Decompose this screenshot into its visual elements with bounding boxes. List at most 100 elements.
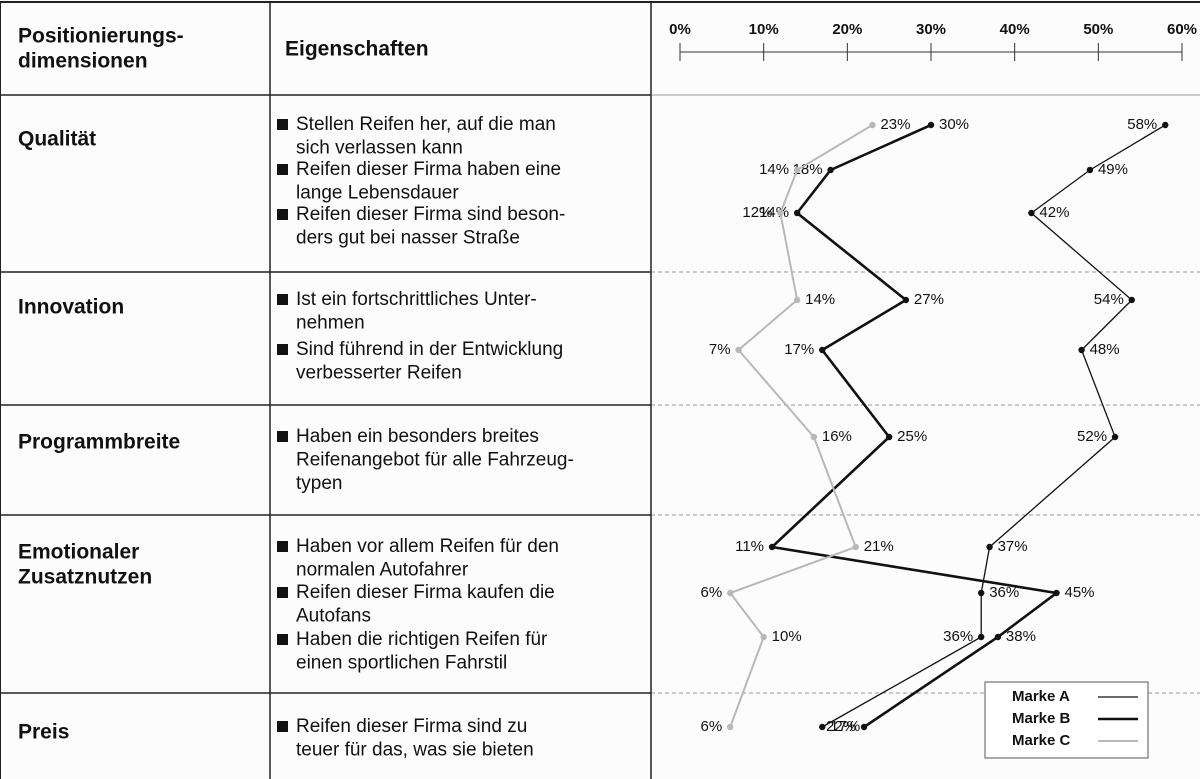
value-label: 22%: [826, 718, 856, 735]
point: [1128, 296, 1136, 304]
series-line: [728, 124, 873, 728]
item-text: einen sportlichen Fahrstil: [296, 653, 507, 674]
point: [793, 166, 801, 174]
point: [994, 633, 1002, 641]
dimension-name: Zusatznutzen: [18, 566, 152, 589]
point: [885, 433, 893, 441]
value-label: 16%: [822, 428, 852, 445]
point: [727, 723, 734, 731]
item-text: Sind führend in der Entwicklung: [296, 339, 563, 360]
legend-label: Marke B: [1012, 710, 1071, 727]
x-tick-label: 60%: [1167, 21, 1197, 38]
value-label: 45%: [1065, 584, 1095, 601]
point: [927, 121, 935, 129]
value-label: 17%: [784, 341, 814, 358]
bullet: [277, 431, 288, 442]
item-text: Haben die richtigen Reifen für: [296, 629, 548, 650]
value-label: 52%: [1077, 428, 1107, 445]
point: [819, 346, 826, 354]
series-line: [769, 123, 1060, 729]
point: [1053, 589, 1060, 597]
bullet: [277, 721, 288, 732]
point: [1078, 346, 1085, 354]
point: [986, 543, 993, 551]
value-label: 54%: [1094, 291, 1124, 308]
value-label: 42%: [1039, 204, 1069, 221]
x-tick-label: 40%: [1000, 21, 1030, 38]
bullet: [277, 634, 288, 645]
point: [727, 589, 734, 597]
value-label: 6%: [701, 584, 723, 601]
item-text: Autofans: [296, 606, 371, 627]
x-tick-label: 50%: [1083, 21, 1113, 38]
item-text: verbesserter Reifen: [296, 363, 462, 384]
value-label: 38%: [1006, 628, 1036, 645]
item-text: typen: [296, 473, 342, 494]
point: [852, 543, 859, 551]
header: dimensionen: [18, 50, 148, 73]
dimension-name: Programmbreite: [18, 431, 180, 454]
x-tick-label: 0%: [669, 21, 691, 38]
item-text: teuer für das, was sie bieten: [296, 740, 534, 761]
point: [1086, 166, 1094, 174]
x-tick-label: 30%: [916, 21, 946, 38]
point: [978, 589, 985, 597]
point: [869, 121, 876, 129]
value-label: 36%: [943, 628, 973, 645]
item-text: ders gut bei nasser Straße: [296, 228, 520, 249]
point: [860, 723, 868, 731]
header: Eigenschaften: [285, 38, 429, 61]
value-label: 30%: [939, 116, 969, 133]
bullet: [277, 164, 288, 175]
bullet: [277, 294, 288, 305]
point: [1111, 433, 1119, 441]
legend-label: Marke A: [1012, 688, 1070, 705]
point: [793, 209, 801, 217]
point: [819, 723, 826, 731]
item-text: sich verlassen kann: [296, 138, 463, 159]
point: [978, 633, 985, 641]
x-tick-label: 20%: [832, 21, 862, 38]
value-label: 18%: [793, 161, 823, 178]
item-text: nehmen: [296, 313, 365, 334]
point: [760, 633, 767, 641]
series-line: [821, 124, 1166, 728]
value-label: 14%: [759, 161, 789, 178]
item-text: Reifen dieser Firma sind zu: [296, 716, 527, 737]
legend-label: Marke C: [1012, 732, 1071, 749]
value-label: 7%: [709, 341, 731, 358]
point: [735, 346, 742, 354]
value-label: 23%: [880, 116, 910, 133]
dimension-name: Innovation: [18, 296, 124, 319]
item-text: normalen Autofahrer: [296, 560, 469, 581]
item-text: Haben vor allem Reifen für den: [296, 536, 559, 557]
point: [902, 296, 910, 304]
point: [1028, 209, 1035, 217]
bullet: [277, 541, 288, 552]
item-text: Reifenangebot für alle Fahrzeug-: [296, 450, 574, 471]
value-label: 11%: [735, 538, 764, 555]
value-label: 14%: [805, 291, 835, 308]
bullet: [277, 344, 288, 355]
value-label: 27%: [914, 291, 944, 308]
value-label: 48%: [1090, 341, 1120, 358]
bullet: [277, 119, 288, 130]
header: Positionierungs-: [18, 25, 184, 48]
dimension-name: Emotionaler: [18, 541, 139, 564]
value-label: 49%: [1098, 161, 1128, 178]
dimension-name: Qualität: [18, 128, 96, 151]
value-label: 12%: [742, 204, 772, 221]
point: [1162, 121, 1169, 129]
point: [827, 166, 834, 174]
item-text: lange Lebensdauer: [296, 183, 459, 204]
point: [793, 296, 801, 304]
item-text: Reifen dieser Firma sind beson-: [296, 204, 565, 225]
point: [768, 543, 776, 551]
bullet: [277, 209, 288, 220]
item-text: Haben ein besonders breites: [296, 426, 539, 447]
value-label: 10%: [772, 628, 802, 645]
bullet: [277, 587, 288, 598]
value-label: 21%: [864, 538, 894, 555]
